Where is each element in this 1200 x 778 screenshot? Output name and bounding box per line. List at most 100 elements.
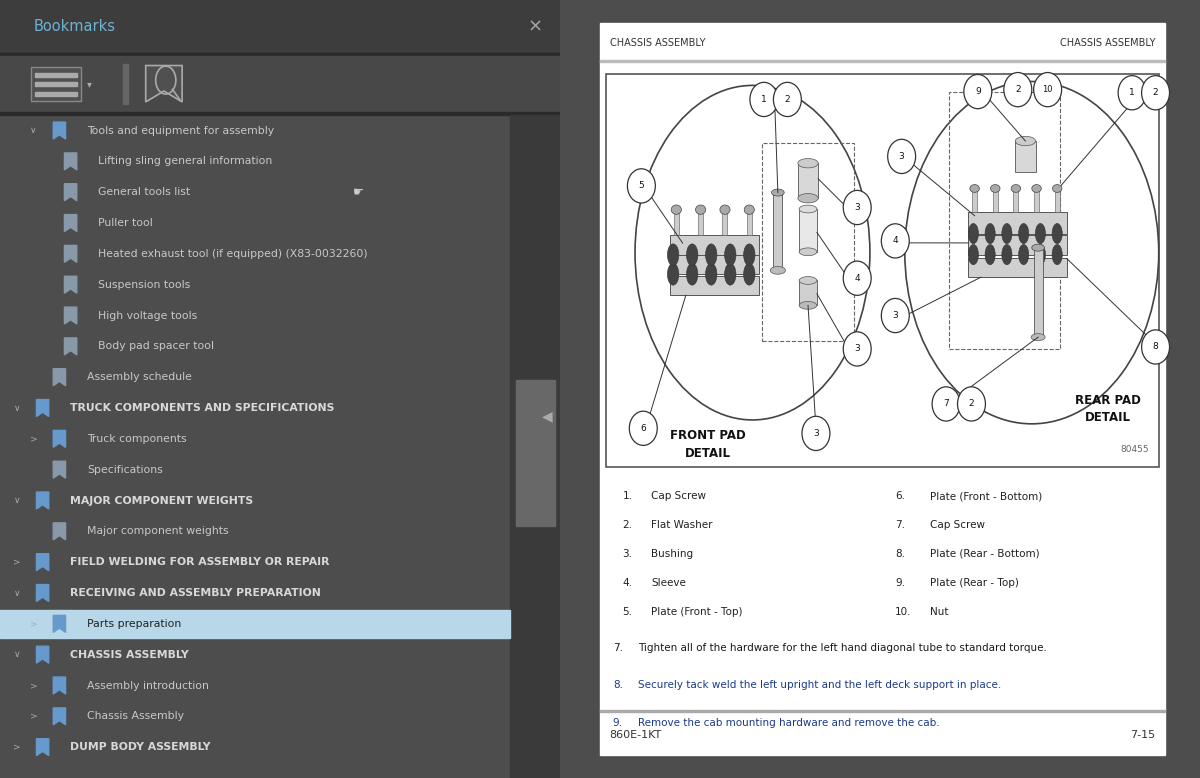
- Text: Lifting sling general information: Lifting sling general information: [98, 156, 272, 166]
- Bar: [1034, 188, 1039, 212]
- Polygon shape: [65, 245, 77, 262]
- Ellipse shape: [667, 244, 679, 266]
- Bar: [799, 281, 817, 306]
- Polygon shape: [53, 708, 66, 725]
- Text: 2: 2: [1015, 85, 1021, 94]
- Polygon shape: [36, 584, 49, 601]
- Text: 9: 9: [974, 87, 980, 96]
- Bar: [1013, 188, 1019, 212]
- Bar: [722, 210, 727, 235]
- Polygon shape: [36, 492, 49, 509]
- Circle shape: [844, 332, 871, 366]
- Text: TRUCK COMPONENTS AND SPECIFICATIONS: TRUCK COMPONENTS AND SPECIFICATIONS: [70, 403, 335, 413]
- Bar: [670, 235, 758, 255]
- Text: CHASSIS ASSEMBLY: CHASSIS ASSEMBLY: [610, 38, 706, 47]
- Ellipse shape: [1032, 184, 1042, 192]
- Ellipse shape: [1019, 223, 1028, 244]
- Circle shape: [888, 139, 916, 173]
- Text: Cap Screw: Cap Screw: [650, 492, 706, 501]
- Bar: [972, 188, 977, 212]
- Text: ∨: ∨: [13, 404, 20, 412]
- Text: 3: 3: [899, 152, 905, 161]
- Polygon shape: [53, 461, 66, 478]
- Text: 3: 3: [893, 311, 898, 320]
- Text: ☛: ☛: [353, 186, 365, 198]
- Polygon shape: [53, 122, 66, 139]
- Polygon shape: [53, 615, 66, 633]
- Ellipse shape: [968, 223, 978, 244]
- Ellipse shape: [968, 244, 978, 265]
- Ellipse shape: [706, 263, 716, 285]
- Text: 9.: 9.: [613, 718, 623, 727]
- Text: 4.: 4.: [623, 578, 632, 587]
- Text: 1: 1: [1129, 88, 1135, 97]
- Text: Puller tool: Puller tool: [98, 218, 152, 228]
- Text: >: >: [30, 619, 37, 629]
- Text: ∨: ∨: [13, 588, 20, 598]
- Text: CHASSIS ASSEMBLY: CHASSIS ASSEMBLY: [70, 650, 188, 660]
- Ellipse shape: [990, 184, 1000, 192]
- Bar: [1015, 141, 1036, 172]
- Text: 4: 4: [854, 274, 860, 282]
- Bar: [992, 188, 998, 212]
- Text: ∨: ∨: [13, 650, 20, 659]
- Text: 5.: 5.: [623, 607, 632, 616]
- Ellipse shape: [1052, 223, 1062, 244]
- Text: Plate (Rear - Top): Plate (Rear - Top): [930, 578, 1019, 587]
- Bar: [670, 275, 758, 296]
- Bar: [0, 56, 560, 112]
- Polygon shape: [36, 647, 49, 663]
- Text: Plate (Rear - Bottom): Plate (Rear - Bottom): [930, 549, 1040, 559]
- Ellipse shape: [1015, 136, 1036, 145]
- Text: Tools and equipment for assembly: Tools and equipment for assembly: [86, 125, 274, 135]
- Bar: [1033, 247, 1043, 337]
- Text: Nut: Nut: [930, 607, 949, 616]
- Circle shape: [881, 224, 910, 258]
- Text: Remove the cab mounting hardware and remove the cab.: Remove the cab mounting hardware and rem…: [638, 718, 940, 727]
- Polygon shape: [65, 215, 77, 232]
- Ellipse shape: [1036, 223, 1045, 244]
- Ellipse shape: [799, 248, 817, 256]
- Bar: [673, 210, 679, 235]
- Bar: [798, 163, 818, 198]
- Text: 6: 6: [641, 424, 646, 433]
- Bar: [510, 115, 560, 778]
- Text: 2: 2: [968, 399, 974, 408]
- Text: 8.: 8.: [895, 549, 905, 559]
- Ellipse shape: [798, 194, 818, 203]
- Polygon shape: [53, 677, 66, 694]
- Text: FRONT PAD: FRONT PAD: [670, 429, 746, 442]
- Ellipse shape: [725, 244, 736, 266]
- Ellipse shape: [1052, 184, 1062, 192]
- Ellipse shape: [686, 263, 698, 285]
- Ellipse shape: [671, 205, 682, 214]
- Text: 1.: 1.: [623, 492, 632, 501]
- Text: Bookmarks: Bookmarks: [34, 19, 115, 34]
- Circle shape: [628, 169, 655, 203]
- Circle shape: [802, 416, 830, 450]
- Text: Truck components: Truck components: [86, 434, 186, 444]
- Bar: [968, 258, 1067, 277]
- Text: Tighten all of the hardware for the left hand diagonal tube to standard torque.: Tighten all of the hardware for the left…: [638, 643, 1048, 653]
- Text: ×: ×: [528, 17, 542, 36]
- Circle shape: [1118, 75, 1146, 110]
- Ellipse shape: [744, 205, 755, 214]
- Text: Sleeve: Sleeve: [650, 578, 685, 587]
- Text: 860E-1KT: 860E-1KT: [610, 731, 662, 740]
- Text: FIELD WELDING FOR ASSEMBLY OR REPAIR: FIELD WELDING FOR ASSEMBLY OR REPAIR: [70, 557, 330, 567]
- Bar: [799, 209, 817, 252]
- Bar: [31, 67, 82, 101]
- Text: RECEIVING AND ASSEMBLY PREPARATION: RECEIVING AND ASSEMBLY PREPARATION: [70, 588, 320, 598]
- Circle shape: [750, 82, 778, 117]
- Text: 5: 5: [638, 181, 644, 191]
- Text: ◀: ◀: [542, 409, 552, 423]
- Text: DUMP BODY ASSEMBLY: DUMP BODY ASSEMBLY: [70, 742, 210, 752]
- Text: 8.: 8.: [613, 681, 623, 690]
- Text: 9.: 9.: [895, 578, 905, 587]
- Polygon shape: [36, 554, 49, 571]
- Circle shape: [1141, 75, 1170, 110]
- Ellipse shape: [799, 205, 817, 213]
- Text: Assembly introduction: Assembly introduction: [86, 681, 209, 691]
- Text: REAR PAD: REAR PAD: [1075, 394, 1141, 407]
- Polygon shape: [65, 153, 77, 170]
